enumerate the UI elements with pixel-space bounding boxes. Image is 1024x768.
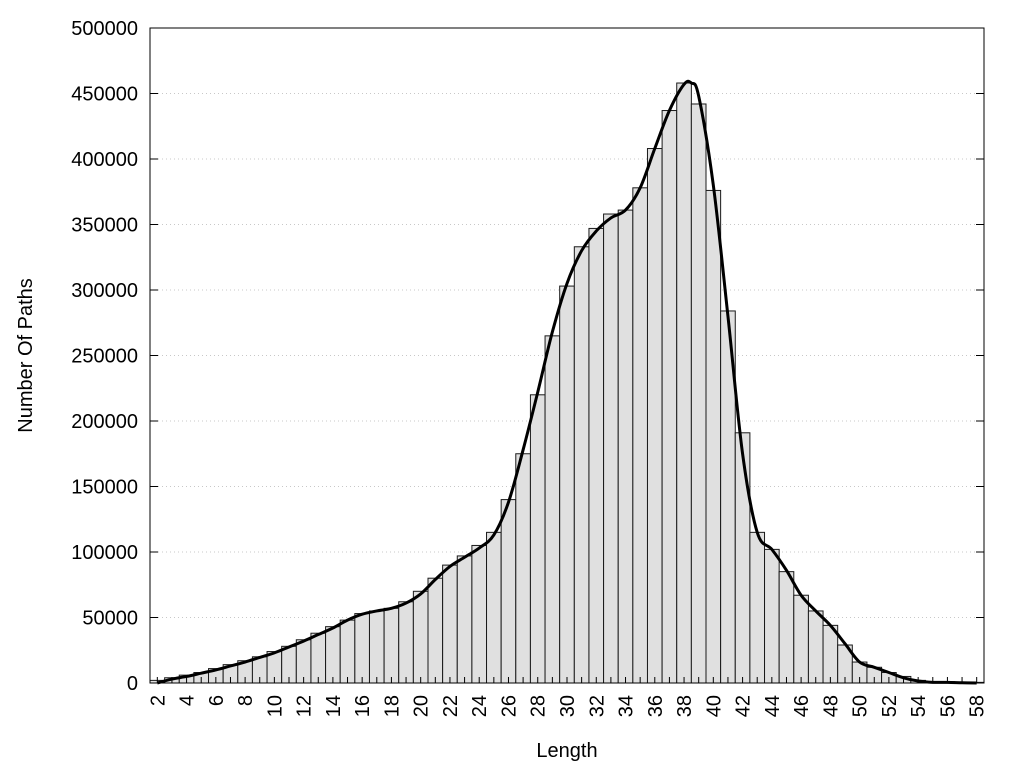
- x-tick-label: 4: [177, 695, 199, 706]
- y-tick-label: 350000: [71, 215, 138, 237]
- x-tick-label: 34: [616, 695, 638, 717]
- bar-length-21: [427, 577, 444, 684]
- bar-length-32: [588, 227, 605, 684]
- bar-length-38: [676, 82, 692, 684]
- bar-length-40: [705, 189, 722, 684]
- x-tick-label: 6: [206, 695, 228, 706]
- x-axis-ticks: 2 4 6 8 10 12 14 16 18 20 22 24 26 28 30 32 34 36 38 40 42 44…: [147, 677, 989, 717]
- x-tick-label: 32: [586, 695, 608, 717]
- bar-length-33: [603, 213, 619, 684]
- y-tick-label: 500000: [71, 18, 138, 40]
- bar-length-17: [368, 610, 385, 684]
- x-tick-label: 56: [937, 695, 959, 717]
- x-tick-label: 24: [469, 695, 491, 717]
- bar-length-45: [778, 571, 795, 684]
- x-tick-label: 10: [264, 695, 286, 717]
- bar-length-24: [471, 544, 488, 684]
- x-tick-label: 2: [147, 695, 169, 706]
- y-axis-ticks: 0 50000 100000 150000 200000 250000 300000 3500…: [71, 18, 984, 695]
- bar-length-23: [456, 555, 473, 684]
- bar-length-14: [325, 626, 341, 684]
- x-tick-label: 42: [733, 695, 755, 717]
- x-axis-title: Length: [536, 740, 597, 762]
- x-tick-label: 58: [967, 695, 989, 717]
- x-tick-label: 44: [762, 695, 784, 717]
- bar-length-47: [807, 610, 824, 684]
- x-tick-label: 18: [381, 695, 403, 717]
- x-tick-label: 20: [411, 695, 433, 717]
- bars-group: [149, 82, 985, 684]
- bar-length-12: [295, 639, 312, 684]
- y-tick-label: 150000: [71, 477, 138, 499]
- trend-line: [156, 79, 977, 685]
- bar-length-18: [383, 607, 400, 684]
- bar-length-25: [486, 531, 502, 684]
- bar-length-15: [339, 619, 356, 684]
- bar-length-34: [617, 209, 634, 684]
- bar-length-16: [354, 613, 370, 684]
- bar-length-13: [310, 632, 327, 684]
- bar-length-28: [529, 394, 546, 684]
- bar-length-20: [412, 590, 429, 684]
- x-tick-label: 12: [294, 695, 316, 717]
- y-tick-label: 0: [127, 673, 138, 695]
- x-tick-label: 14: [323, 695, 345, 717]
- y-tick-label: 450000: [71, 84, 138, 106]
- y-tick-label: 300000: [71, 280, 138, 302]
- y-axis-title: Number Of Paths: [15, 278, 37, 433]
- x-tick-label: 26: [498, 695, 520, 717]
- bar-length-31: [573, 246, 590, 684]
- bar-length-30: [559, 285, 575, 684]
- x-tick-label: 28: [528, 695, 550, 717]
- x-tick-label: 50: [850, 695, 872, 717]
- bar-length-22: [442, 564, 458, 684]
- x-tick-label: 38: [674, 695, 696, 717]
- x-tick-label: 48: [820, 695, 842, 717]
- bar-length-39: [690, 103, 707, 684]
- bar-length-36: [646, 148, 663, 684]
- x-tick-label: 16: [352, 695, 374, 717]
- bar-length-42: [734, 432, 751, 684]
- bar-length-29: [544, 335, 561, 684]
- bar-length-27: [515, 453, 531, 684]
- y-tick-label: 100000: [71, 542, 138, 564]
- x-tick-label: 22: [440, 695, 462, 717]
- bar-length-48: [822, 624, 839, 684]
- x-tick-label: 40: [703, 695, 725, 717]
- y-tick-label: 200000: [71, 411, 138, 433]
- bar-length-19: [398, 601, 414, 684]
- bar-length-46: [793, 594, 809, 684]
- bar-length-37: [661, 110, 678, 684]
- x-tick-label: 36: [645, 695, 667, 717]
- y-tick-label: 50000: [82, 608, 138, 630]
- y-tick-label: 400000: [71, 149, 138, 171]
- y-tick-label: 250000: [71, 346, 138, 368]
- bar-length-43: [749, 531, 766, 684]
- x-tick-label: 52: [879, 695, 901, 717]
- trend-line-group: [156, 79, 977, 685]
- bar-length-35: [632, 187, 648, 684]
- bar-length-26: [500, 499, 517, 684]
- x-tick-label: 8: [235, 695, 257, 706]
- x-tick-label: 54: [908, 695, 930, 717]
- x-tick-label: 30: [557, 695, 579, 717]
- bar-length-44: [764, 548, 780, 684]
- x-tick-label: 46: [791, 695, 813, 717]
